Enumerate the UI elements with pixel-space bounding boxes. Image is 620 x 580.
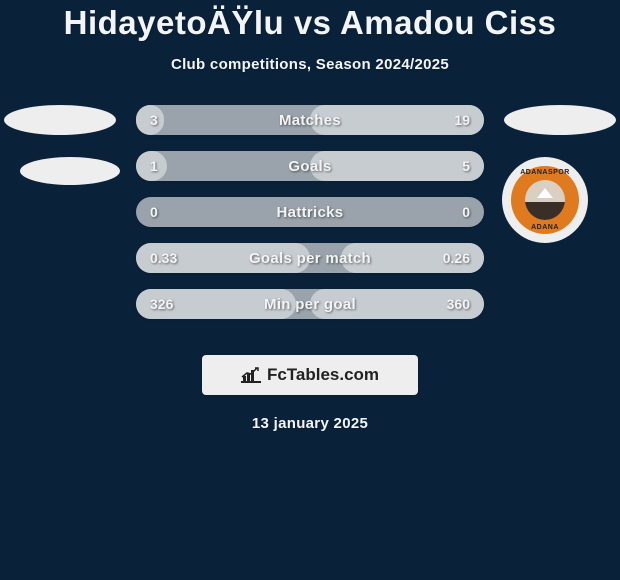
- mountain-icon: [537, 188, 553, 198]
- date-text: 13 january 2025: [0, 415, 620, 432]
- stat-label: Min per goal: [136, 296, 484, 313]
- watermark-text: FcTables.com: [267, 365, 379, 385]
- stat-value-right: 0: [462, 204, 470, 220]
- comparison-area: ADANASPOR ADANA 3Matches19 1Goals5 0Hattri…: [0, 105, 620, 335]
- chart-icon: [241, 367, 261, 383]
- stat-row: 0.33Goals per match0.26: [136, 243, 484, 273]
- ground-icon: [525, 202, 565, 220]
- stat-value-right: 0.26: [443, 250, 470, 266]
- player-left-logo-2: [20, 157, 120, 185]
- club-badge-bottom-text: ADANA: [531, 224, 559, 231]
- club-badge-ring: ADANASPOR ADANA: [511, 166, 579, 234]
- page-title: HidayetoÄŸlu vs Amadou Ciss: [0, 0, 620, 42]
- stat-label: Goals: [136, 158, 484, 175]
- player-right-logo: [504, 105, 616, 135]
- stat-value-right: 19: [454, 112, 470, 128]
- stat-row: 3Matches19: [136, 105, 484, 135]
- stat-value-right: 5: [462, 158, 470, 174]
- stat-value-right: 360: [447, 296, 470, 312]
- stat-row: 1Goals5: [136, 151, 484, 181]
- player-left-logo: [4, 105, 116, 135]
- stat-label: Matches: [136, 112, 484, 129]
- stat-label: Hattricks: [136, 204, 484, 221]
- stat-bars: 3Matches19 1Goals5 0Hattricks0 0.33Goals pe…: [136, 105, 484, 335]
- subtitle: Club competitions, Season 2024/2025: [0, 56, 620, 73]
- stat-row: 0Hattricks0: [136, 197, 484, 227]
- stat-row: 326Min per goal360: [136, 289, 484, 319]
- club-badge: ADANASPOR ADANA: [502, 157, 588, 243]
- stat-label: Goals per match: [136, 250, 484, 267]
- watermark: FcTables.com: [202, 355, 418, 395]
- club-badge-top-text: ADANASPOR: [520, 169, 570, 176]
- club-badge-center: [525, 180, 565, 220]
